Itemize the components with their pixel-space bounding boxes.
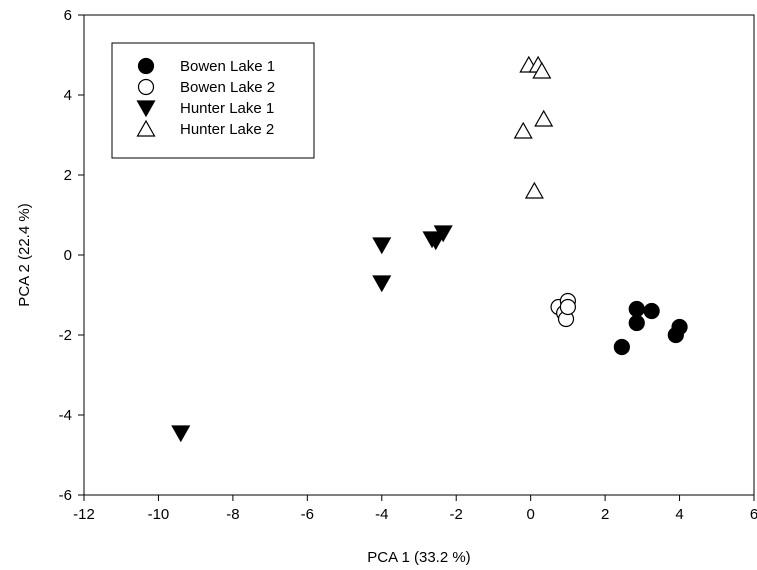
y-tick-label: -4 [59, 407, 72, 424]
legend-label: Hunter Lake 1 [180, 100, 274, 117]
legend: Bowen Lake 1 Bowen Lake 2 Hunter Lake 1 Hun… [111, 42, 315, 159]
data-point [559, 298, 576, 316]
x-tick-label: 4 [675, 506, 683, 523]
x-tick-label: 0 [526, 506, 534, 523]
x-tick-label: -6 [301, 506, 314, 523]
legend-marker [137, 78, 155, 96]
data-point [628, 314, 645, 332]
legend-label: Bowen Lake 1 [180, 58, 275, 75]
data-point [171, 425, 191, 443]
series-bowen-lake-1 [613, 300, 688, 356]
y-tick-label: 6 [64, 7, 72, 24]
data-point [613, 338, 630, 356]
series-hunter-lake-2 [513, 55, 554, 199]
data-point [628, 300, 645, 318]
data-point [426, 233, 446, 251]
data-point [433, 225, 453, 243]
data-point [372, 237, 392, 255]
y-axis: -6 -4 -2 0 2 4 6 [59, 7, 84, 504]
x-tick-label: -8 [226, 506, 239, 523]
data-point [513, 121, 533, 139]
x-axis: -12 -10 -8 -6 -4 -2 0 2 4 6 [73, 495, 757, 523]
data-point [524, 181, 544, 199]
y-tick-label: 4 [64, 87, 72, 104]
legend-label: Bowen Lake 2 [180, 79, 275, 96]
y-tick-label: 2 [64, 167, 72, 184]
x-tick-label: -4 [375, 506, 388, 523]
series-hunter-lake-1 [171, 225, 453, 443]
y-tick-label: 0 [64, 247, 72, 264]
y-tick-label: -6 [59, 487, 72, 504]
legend-marker [137, 57, 155, 75]
x-tick-label: -12 [73, 506, 95, 523]
data-point [372, 275, 392, 293]
x-tick-label: 2 [601, 506, 609, 523]
y-tick-label: -2 [59, 327, 72, 344]
series-bowen-lake-2 [550, 292, 576, 328]
data-point [534, 109, 554, 127]
legend-marker [136, 119, 156, 137]
data-point [532, 61, 552, 79]
legend-marker [136, 100, 156, 118]
x-tick-label: -2 [450, 506, 463, 523]
data-point [671, 318, 688, 336]
x-axis-title: PCA 1 (33.2 %) [367, 549, 470, 566]
data-points [171, 55, 688, 443]
x-tick-label: -10 [148, 506, 170, 523]
y-axis-title: PCA 2 (22.4 %) [16, 203, 33, 306]
data-point [643, 302, 660, 320]
x-tick-label: 6 [750, 506, 757, 523]
legend-label: Hunter Lake 2 [180, 121, 274, 138]
